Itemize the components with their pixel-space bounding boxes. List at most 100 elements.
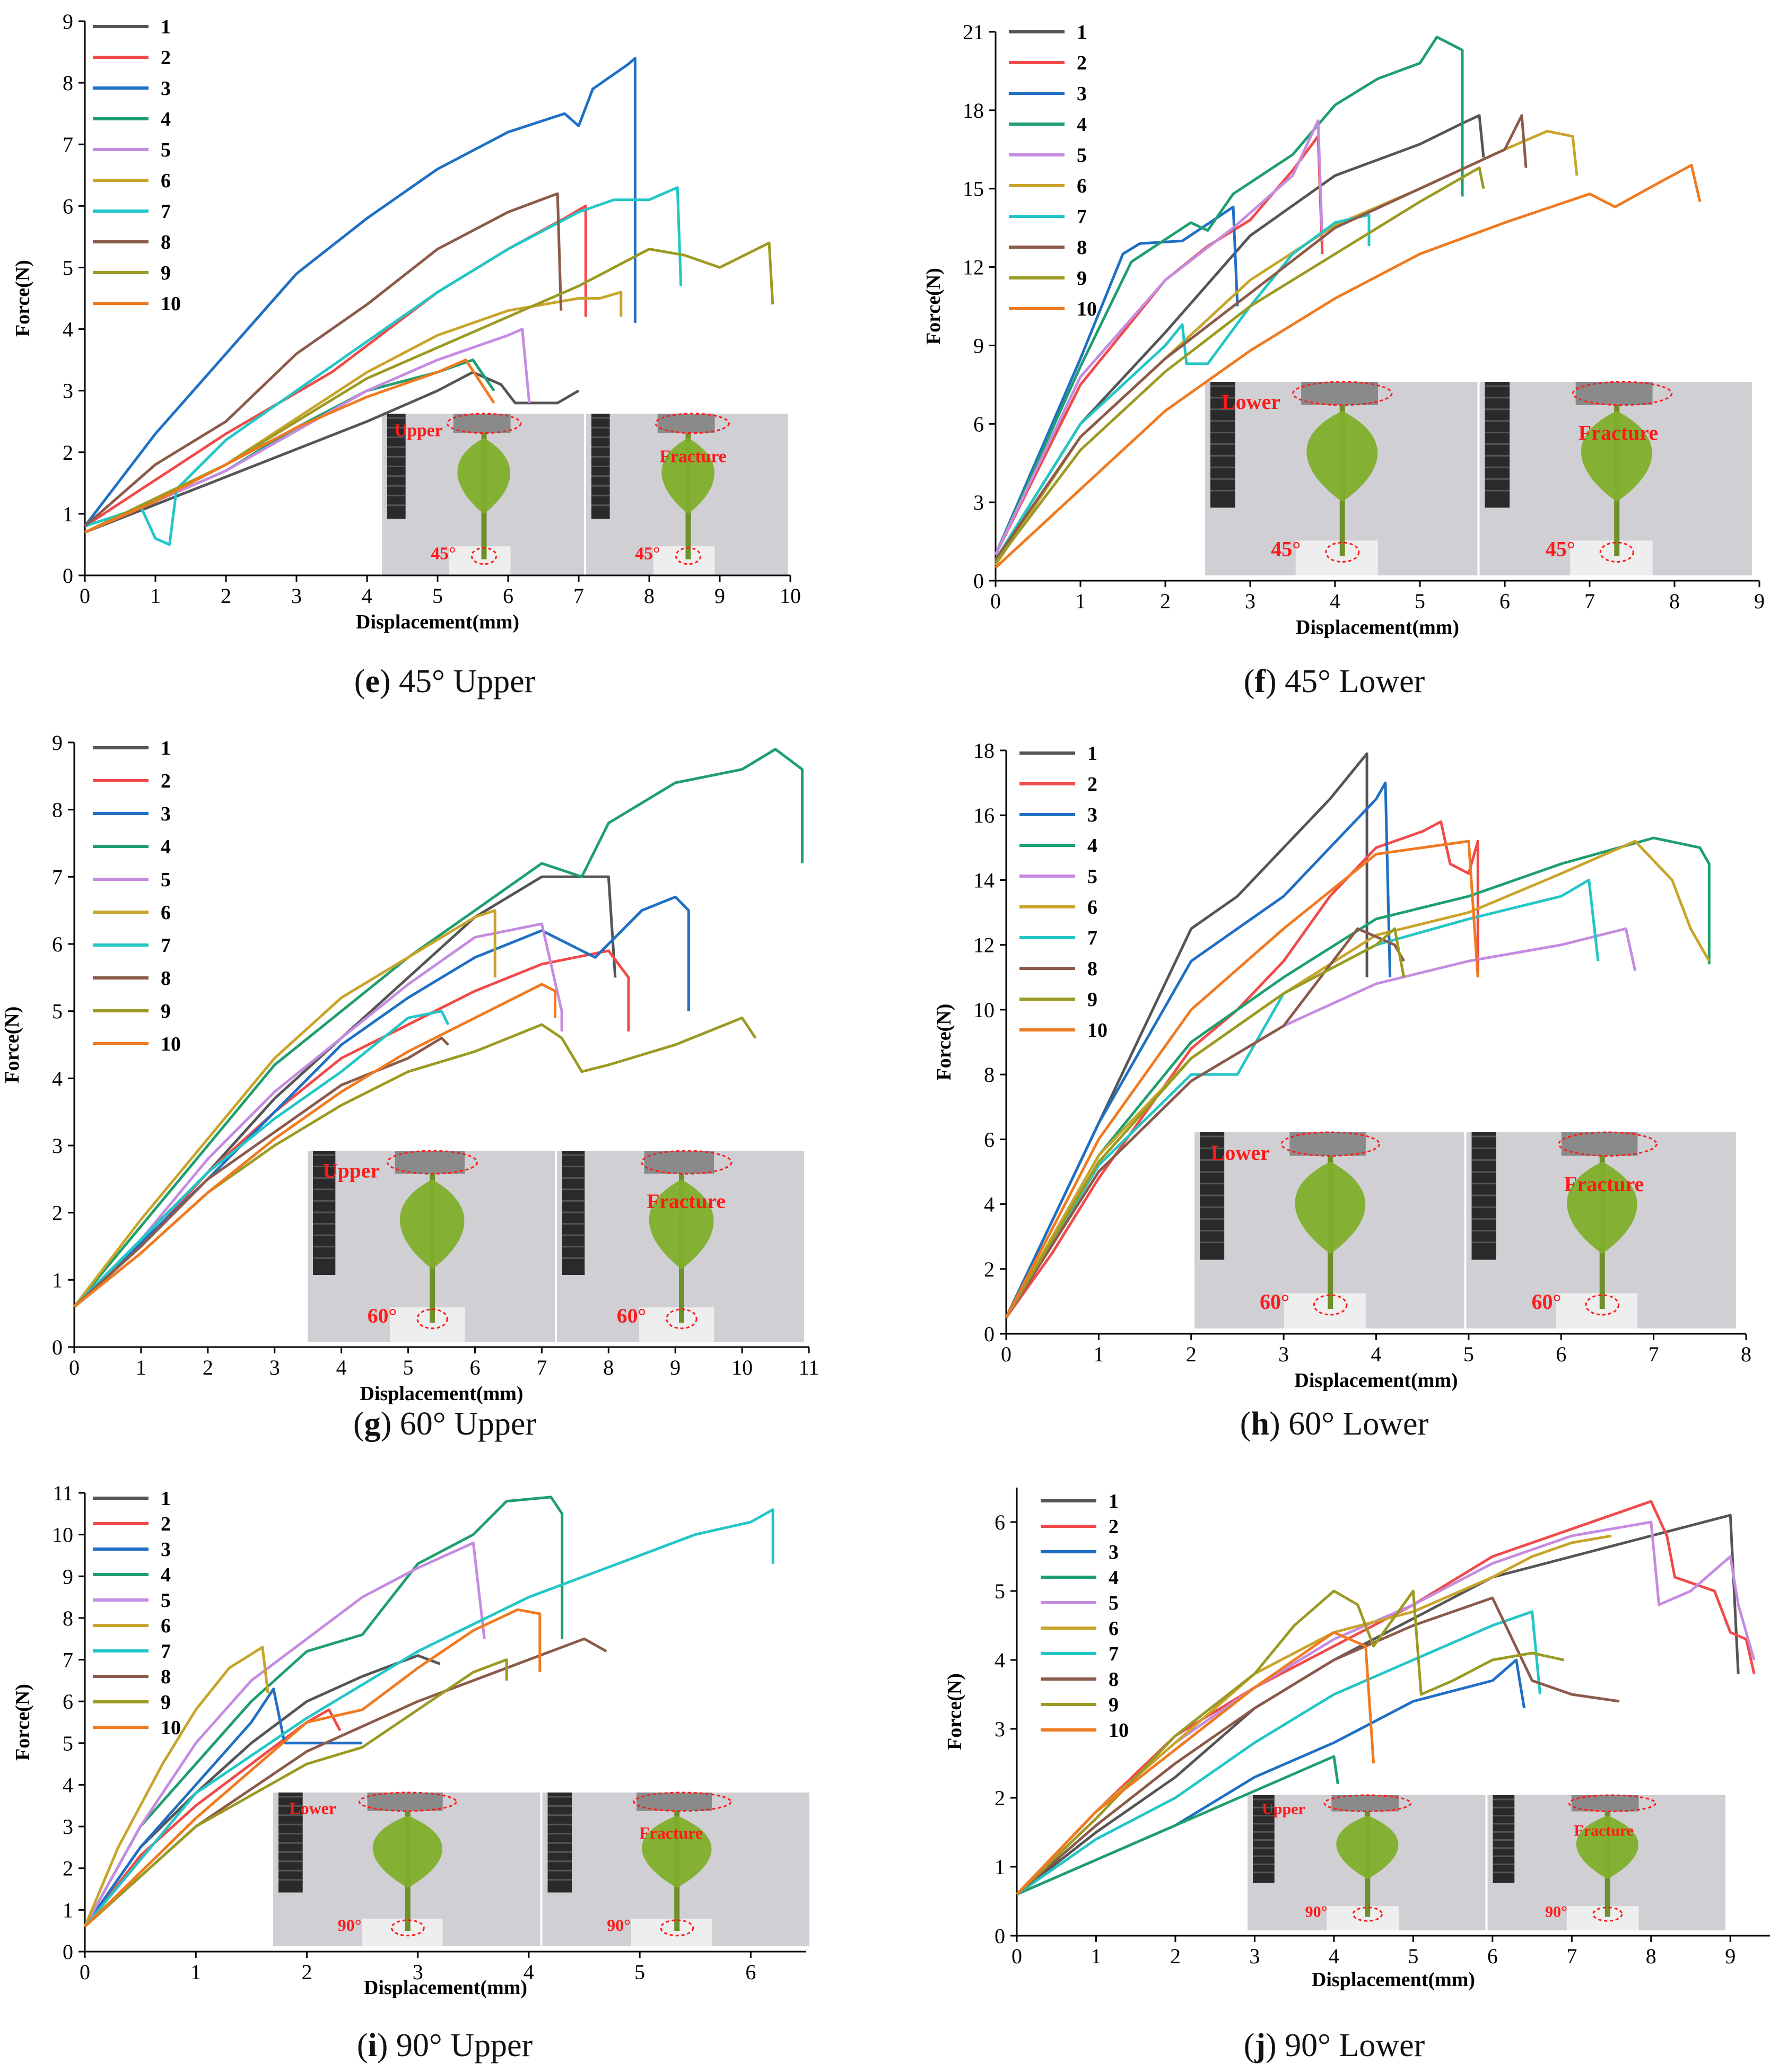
- x-axis-title: Displacement(mm): [360, 1383, 523, 1405]
- axes-i: 0 1 2 3 4 5 6 0 1 2 3 4 5 6 7 8 9 10 11 Displacement(mm) For…: [12, 1481, 806, 1999]
- y-tick-label: 2: [63, 441, 73, 465]
- x-tick-label: 9: [1754, 589, 1765, 613]
- series-line-5: [84, 328, 531, 534]
- panel-f: Lower 45° Fracture 45° 0 1 2 3 4 5 6 7 8 9 0 3 6 9 12 15 18 2…: [890, 0, 1779, 705]
- annotation-ellipse-base: [1325, 541, 1360, 563]
- louver-panel: [1493, 1795, 1515, 1883]
- legend-label-6: 6: [1109, 1618, 1119, 1640]
- y-tick-label: 6: [995, 1510, 1005, 1534]
- photo-label-right-top: Fracture: [639, 1824, 703, 1842]
- series-line-5: [1016, 1520, 1756, 1895]
- y-tick-label: 2: [63, 1857, 73, 1881]
- legend-label-4: 4: [161, 836, 171, 858]
- x-tick-label: 9: [714, 584, 725, 608]
- y-axis-title: Force(N): [1, 1007, 23, 1083]
- series-line-10: [1016, 1631, 1375, 1895]
- clamp-base: [1556, 1293, 1638, 1328]
- x-tick-label: 4: [1329, 1944, 1339, 1968]
- y-tick-label: 1: [63, 502, 73, 526]
- legend-label-7: 7: [161, 934, 171, 957]
- series-line-10: [84, 359, 495, 534]
- legend-label-7: 7: [1087, 927, 1097, 949]
- y-tick-label: 6: [984, 1127, 995, 1151]
- legend-label-3: 3: [1087, 804, 1097, 826]
- legend-label-2: 2: [1077, 52, 1087, 74]
- x-tick-label: 10: [780, 584, 801, 608]
- panel-h: Lower 60° Fracture 60° 0 1 2 3 4 5 6 7 8 0 2 4 6 8 10 12 14 1…: [890, 721, 1779, 1448]
- legend-label-10: 10: [161, 1717, 181, 1739]
- legend-label-7: 7: [161, 200, 171, 223]
- clamp-base: [1566, 1906, 1639, 1930]
- legend-label-5: 5: [1077, 144, 1087, 167]
- annotation-ellipse-base: [666, 1308, 697, 1330]
- x-tick-label: 4: [336, 1356, 347, 1379]
- x-tick-label: 6: [1499, 589, 1510, 613]
- legend-label-5: 5: [1087, 865, 1097, 888]
- clamp-base: [1570, 540, 1653, 575]
- legend-label-8: 8: [1087, 958, 1097, 980]
- axes-j: 0 1 2 3 4 5 6 7 8 9 0 1 2 3 4 5 6 Displacement(mm) Force(N…: [944, 1488, 1770, 1991]
- y-tick-label: 6: [973, 412, 984, 436]
- y-tick-label: 12: [963, 256, 984, 279]
- series-line-5: [83, 1541, 486, 1928]
- annotation-ellipse-base: [660, 1919, 694, 1937]
- series-group-j: [1016, 1500, 1756, 1896]
- series-line-4: [1005, 836, 1711, 1318]
- x-tick-label: 1: [1093, 1342, 1104, 1366]
- photo-label-right-angle: 45°: [1546, 537, 1575, 561]
- series-line-7: [84, 1508, 774, 1928]
- caption-j: (j) 90° Lower: [1243, 2027, 1425, 2064]
- plant-leaf: [1576, 1815, 1638, 1879]
- series-line-9: [84, 1658, 508, 1928]
- x-tick-label: 7: [1649, 1342, 1659, 1366]
- legend-label-7: 7: [161, 1640, 171, 1663]
- legend-g: 1 2 3 4 5 6 7 8 9 10: [93, 737, 181, 1055]
- clamp-base: [362, 1918, 443, 1946]
- y-tick-label: 18: [973, 739, 995, 763]
- x-tick-label: 3: [1249, 1944, 1260, 1968]
- legend-label-4: 4: [161, 108, 171, 130]
- clamp-base: [631, 1918, 712, 1946]
- y-axis-title: Force(N): [922, 268, 945, 345]
- y-tick-label: 8: [63, 71, 73, 95]
- y-axis-title: Force(N): [12, 260, 34, 337]
- y-tick-label: 5: [63, 1732, 73, 1755]
- series-line-8: [1005, 927, 1405, 1318]
- series-line-10: [1005, 840, 1479, 1318]
- x-axis-title: Displacement(mm): [364, 1977, 527, 1999]
- photo-label-right-top: Fracture: [1579, 421, 1658, 445]
- series-line-8: [994, 114, 1528, 561]
- legend-label-1: 1: [1087, 742, 1097, 765]
- chart-e: Upper 45° Fracture 45° 0 1 2 3 4 5 6 7 8 9 10 0 1 2 3 4 5 6 7 8…: [12, 10, 801, 633]
- y-tick-label: 3: [63, 1815, 73, 1839]
- x-tick-label: 2: [221, 584, 231, 608]
- x-tick-label: 8: [644, 584, 655, 608]
- y-tick-label: 4: [984, 1193, 995, 1217]
- photo-label-right-top: Fracture: [647, 1190, 726, 1213]
- annotation-ellipse-top: [386, 1150, 478, 1175]
- series-line-3: [994, 205, 1239, 555]
- x-tick-label: 1: [190, 1960, 201, 1984]
- x-tick-label: 3: [269, 1356, 280, 1379]
- y-tick-label: 8: [63, 1606, 73, 1630]
- y-tick-label: 18: [963, 99, 984, 123]
- y-axis-title: Force(N): [12, 1684, 34, 1761]
- legend-label-7: 7: [1077, 206, 1087, 228]
- legend-i: 1 2 3 4 5 6 7 8 9 10: [93, 1488, 181, 1739]
- y-axis-title: Force(N): [933, 1004, 955, 1081]
- plant-leaf: [1336, 1815, 1399, 1879]
- axes-h: 0 1 2 3 4 5 6 7 8024681012141618Displacement(mm)…: [933, 739, 1751, 1392]
- x-tick-label: 1: [136, 1356, 146, 1379]
- series-line-6: [1005, 840, 1711, 1318]
- photo-inset-j: Upper 90° Fracture 90°: [1248, 1794, 1725, 1930]
- legend-label-7: 7: [1109, 1643, 1119, 1665]
- legend-label-10: 10: [161, 1033, 181, 1055]
- legend-label-8: 8: [161, 967, 171, 990]
- y-tick-label: 1: [63, 1898, 73, 1922]
- y-tick-label: 0: [984, 1322, 995, 1346]
- legend-label-4: 4: [1109, 1567, 1119, 1589]
- y-tick-label: 8: [984, 1063, 995, 1087]
- series-line-7: [73, 1010, 450, 1308]
- legend-label-9: 9: [161, 1691, 171, 1713]
